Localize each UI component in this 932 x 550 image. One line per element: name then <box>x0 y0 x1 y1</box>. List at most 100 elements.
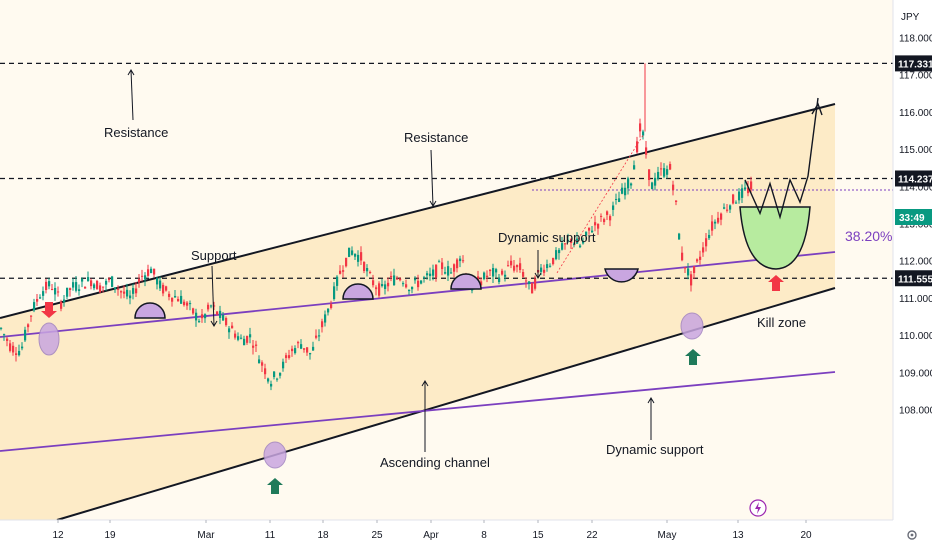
candle-body <box>693 266 696 273</box>
candle-body <box>372 280 375 286</box>
candle-body <box>540 267 543 272</box>
price-tag-label-0: 117.331 <box>898 59 932 70</box>
candle <box>636 136 639 154</box>
candle-body <box>252 345 255 348</box>
candle-body <box>72 282 75 288</box>
candle-body <box>531 283 534 294</box>
candle <box>360 246 363 265</box>
candle-body <box>15 353 18 355</box>
candle <box>180 290 183 304</box>
candle <box>12 342 15 356</box>
candle-body <box>549 265 552 267</box>
gear-icon[interactable] <box>907 530 917 540</box>
candle <box>66 287 69 300</box>
candle <box>132 283 135 300</box>
candle-body <box>6 338 9 341</box>
candle-body <box>201 314 204 319</box>
price-tick-label-0: 108.000 <box>899 406 932 417</box>
candle-body <box>87 277 90 281</box>
candle-body <box>213 305 216 307</box>
candle-body <box>750 181 753 190</box>
price-axis[interactable] <box>893 0 932 520</box>
candle <box>510 255 513 269</box>
candle-body <box>294 348 297 354</box>
candle-body <box>159 280 162 289</box>
candle-body <box>669 163 672 170</box>
candle-body <box>51 288 54 290</box>
candle-body <box>696 259 699 262</box>
candle <box>642 129 645 140</box>
resistance-touch-arc-2 <box>450 273 482 290</box>
candle <box>561 237 564 251</box>
candle <box>426 270 429 280</box>
candle-body <box>711 221 714 231</box>
candle <box>273 371 276 380</box>
candle <box>288 349 291 360</box>
candle-body <box>717 217 720 223</box>
candle-body <box>555 250 558 260</box>
candle <box>81 277 84 288</box>
time-tick-label-12: 20 <box>800 530 812 541</box>
candle-body <box>57 291 60 293</box>
candle <box>681 246 684 262</box>
candle <box>429 267 432 281</box>
candle <box>597 223 600 235</box>
candle <box>489 269 492 276</box>
candle <box>735 200 738 204</box>
candle <box>336 275 339 291</box>
candle-body <box>129 295 132 299</box>
candle <box>177 296 180 302</box>
candle-body <box>558 249 561 254</box>
candle <box>315 329 318 340</box>
candle <box>228 326 231 339</box>
candle-body <box>405 284 408 288</box>
candle-body <box>624 187 627 196</box>
candle <box>609 214 612 227</box>
candle-body <box>150 268 153 274</box>
projection-arrowhead <box>811 102 823 116</box>
candle-body <box>30 315 33 317</box>
candle <box>279 372 282 379</box>
candle <box>567 233 570 243</box>
candle <box>330 300 333 310</box>
candle <box>117 285 120 296</box>
candle <box>549 263 552 268</box>
candle-body <box>648 169 651 181</box>
candle-body <box>417 280 420 288</box>
candle-body <box>675 200 678 202</box>
candle-body <box>243 338 246 346</box>
candle-body <box>54 287 57 295</box>
candle-body <box>591 230 594 233</box>
candle-body <box>183 301 186 306</box>
lightning-icon[interactable] <box>749 499 767 517</box>
candle-body <box>177 299 180 302</box>
candle <box>348 247 351 258</box>
time-tick-label-8: 15 <box>532 530 544 541</box>
candle-body <box>147 269 150 276</box>
candle <box>111 275 114 288</box>
candle-body <box>411 286 414 290</box>
time-axis[interactable] <box>0 520 893 550</box>
candle-body <box>126 289 129 297</box>
fib-label: 38.20% <box>845 228 892 244</box>
candle <box>633 160 636 170</box>
candle-body <box>618 198 621 202</box>
candle <box>354 253 357 261</box>
candle <box>0 327 3 331</box>
candle <box>21 342 24 351</box>
candle-body <box>132 288 135 294</box>
candle-body <box>78 289 81 291</box>
candle <box>165 285 168 292</box>
countdown-text: 33:49 <box>899 213 925 224</box>
candle-body <box>246 336 249 343</box>
candle <box>96 279 99 290</box>
candle-body <box>171 297 174 302</box>
candle-body <box>597 223 600 229</box>
annotation-kill-zone: Kill zone <box>757 315 806 330</box>
candle <box>105 278 108 291</box>
candle <box>543 264 546 277</box>
candle-body <box>447 266 450 276</box>
candle-body <box>138 279 141 283</box>
candle <box>627 176 630 195</box>
